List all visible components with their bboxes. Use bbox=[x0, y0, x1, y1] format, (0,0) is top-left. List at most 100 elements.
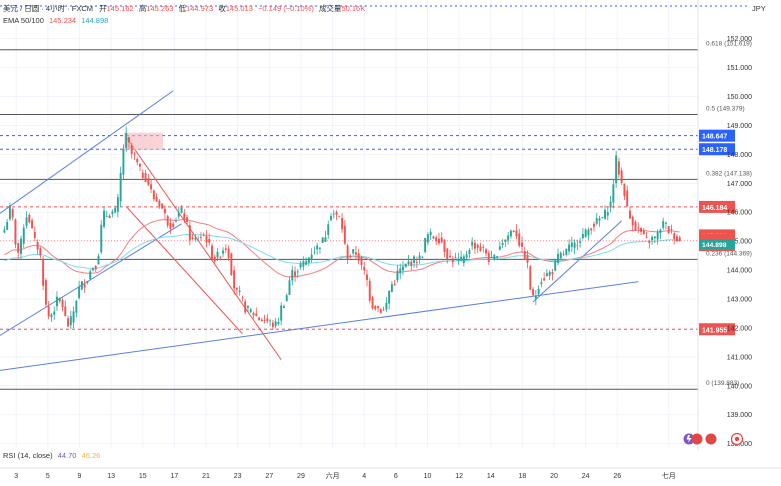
price-tick-label: 141.000 bbox=[727, 354, 752, 361]
candle-body bbox=[72, 311, 75, 323]
event-us-flag-icon[interactable] bbox=[691, 433, 703, 445]
candle-body bbox=[188, 225, 191, 241]
candle-body bbox=[119, 172, 122, 202]
candle-body bbox=[357, 253, 360, 261]
candle-body bbox=[53, 311, 56, 315]
candle-body bbox=[518, 233, 521, 246]
candle-body bbox=[255, 313, 258, 316]
candle-body bbox=[291, 270, 294, 281]
candle-body bbox=[50, 314, 53, 318]
fib-retracement[interactable]: 0.618 (151.619) 0.5 (149.379) 0.382 (147.1… bbox=[0, 41, 752, 390]
candle-body bbox=[130, 145, 133, 154]
time-tick-label: 27 bbox=[265, 473, 273, 480]
candle-body bbox=[534, 295, 537, 299]
candle-body bbox=[429, 231, 432, 236]
time-tick-label: 5 bbox=[46, 473, 50, 480]
time-axis[interactable]: 3 5 9 13 15 17 21 23 27 29 六月 4 6 10 12 14 18 20 24 26 七月 bbox=[0, 467, 781, 480]
horizontal-levels[interactable]: 148.647 148.178 146.184 141.955 bbox=[0, 129, 735, 336]
candle-body bbox=[399, 268, 402, 274]
candle-body bbox=[252, 312, 255, 316]
down-channel-upper-line[interactable] bbox=[125, 136, 282, 361]
candle-body bbox=[418, 255, 421, 260]
candle-body bbox=[413, 256, 416, 263]
candle-body bbox=[354, 252, 357, 255]
candle-body bbox=[421, 256, 424, 258]
price-level-value: 146.184 bbox=[702, 205, 727, 212]
candle-body bbox=[462, 256, 465, 264]
candle-body bbox=[282, 306, 285, 309]
candle-body bbox=[166, 216, 169, 226]
candle-body bbox=[14, 219, 17, 245]
candle-body bbox=[294, 271, 296, 276]
long-support-trendline[interactable] bbox=[0, 281, 639, 372]
resistance-zone-box[interactable] bbox=[124, 132, 163, 151]
candle-body bbox=[97, 255, 100, 265]
candle-body bbox=[543, 278, 546, 281]
price-tick-label: 139.000 bbox=[727, 412, 752, 419]
down-channel-lower-line[interactable] bbox=[125, 206, 243, 335]
trendlines[interactable] bbox=[0, 90, 639, 372]
candle-body bbox=[208, 238, 211, 243]
candle-body bbox=[584, 229, 587, 237]
candle-body bbox=[266, 318, 269, 322]
candle-body bbox=[285, 295, 288, 302]
price-level-value: 141.955 bbox=[702, 327, 727, 334]
candle-body bbox=[163, 208, 166, 214]
ema-legend[interactable]: EMA 50/100 145.234 144.898 bbox=[3, 16, 108, 25]
time-tick-label: 23 bbox=[234, 473, 242, 480]
candle-body bbox=[623, 183, 626, 197]
candle-body bbox=[296, 271, 299, 273]
candle-body bbox=[108, 215, 111, 219]
candle-body bbox=[634, 221, 637, 231]
price-level-tag bbox=[699, 200, 735, 213]
price-tick-label: 151.000 bbox=[727, 65, 752, 72]
candle-body bbox=[670, 229, 673, 230]
candle-body bbox=[22, 227, 25, 244]
candle-body bbox=[642, 230, 645, 235]
event-icons[interactable] bbox=[683, 432, 744, 446]
candle-body bbox=[346, 245, 349, 259]
rsi-legend[interactable]: RSI (14, close) 44.70 46.26 bbox=[3, 451, 100, 460]
candle-body bbox=[33, 231, 36, 238]
candle-body bbox=[449, 255, 452, 258]
candle-body bbox=[224, 248, 227, 250]
price-axis[interactable]: 152.000 151.000 150.000 149.000 148.000 147.0… bbox=[697, 0, 752, 450]
candle-body bbox=[213, 256, 216, 262]
candle-body bbox=[410, 261, 413, 266]
candle-body bbox=[94, 265, 97, 270]
candle-body bbox=[651, 236, 654, 240]
candle-body bbox=[127, 137, 130, 143]
price-tick-label: 145.000 bbox=[727, 239, 752, 246]
candle-body bbox=[36, 241, 39, 250]
ema100-line bbox=[4, 233, 680, 269]
candle-body bbox=[199, 237, 202, 238]
candle-body bbox=[202, 235, 205, 236]
candle-body bbox=[579, 241, 582, 243]
candle-body bbox=[78, 286, 81, 298]
event-us-flag-icon-2[interactable] bbox=[705, 433, 717, 445]
candle-body bbox=[318, 247, 321, 249]
candle-body bbox=[155, 196, 158, 202]
candle-body bbox=[64, 306, 67, 317]
price-tags: 145.234USDJPY145.01301:35:56144.898 bbox=[0, 229, 735, 252]
time-tick-label: 14 bbox=[487, 473, 495, 480]
upper-channel-trendline[interactable] bbox=[0, 90, 174, 218]
candle-body bbox=[653, 236, 656, 239]
candle-body bbox=[177, 212, 180, 217]
fib-level-label: 0.618 (151.619) bbox=[706, 41, 752, 48]
time-tick-label: 24 bbox=[582, 473, 590, 480]
candle-body bbox=[667, 226, 670, 233]
candle-body bbox=[396, 270, 399, 281]
short-support-trendline[interactable] bbox=[532, 220, 622, 303]
candle-body bbox=[504, 239, 507, 242]
candle-body bbox=[3, 229, 6, 233]
candle-body bbox=[595, 218, 598, 224]
candle-body bbox=[180, 207, 183, 213]
candle-body bbox=[136, 158, 139, 163]
candle-body bbox=[374, 306, 377, 310]
candle-body bbox=[424, 237, 427, 253]
candle-body bbox=[47, 306, 50, 317]
candle-body bbox=[25, 217, 28, 226]
price-level-value: 148.178 bbox=[702, 147, 727, 154]
